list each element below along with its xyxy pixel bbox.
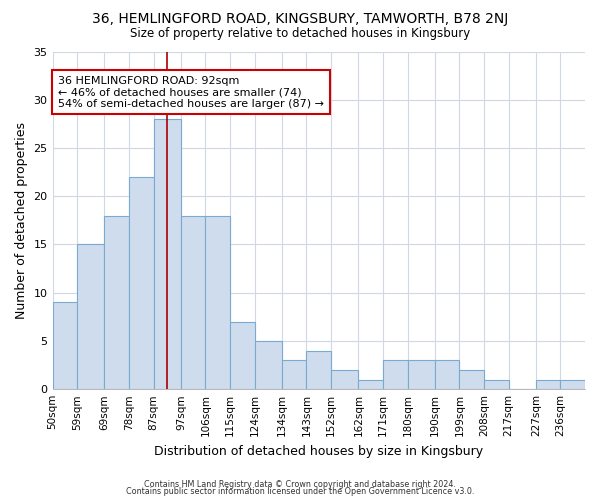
Bar	[129, 177, 154, 389]
Bar	[205, 216, 230, 389]
Bar	[77, 244, 104, 389]
Bar	[181, 216, 205, 389]
Bar	[230, 322, 254, 389]
Bar	[104, 216, 129, 389]
Text: 36 HEMLINGFORD ROAD: 92sqm
← 46% of detached houses are smaller (74)
54% of semi: 36 HEMLINGFORD ROAD: 92sqm ← 46% of deta…	[58, 76, 324, 109]
Bar	[53, 302, 77, 389]
X-axis label: Distribution of detached houses by size in Kingsbury: Distribution of detached houses by size …	[154, 444, 484, 458]
Text: Contains public sector information licensed under the Open Government Licence v3: Contains public sector information licen…	[126, 488, 474, 496]
Bar	[383, 360, 407, 389]
Bar	[307, 350, 331, 389]
Bar	[560, 380, 585, 389]
Bar	[254, 341, 282, 389]
Bar	[331, 370, 358, 389]
Bar	[282, 360, 307, 389]
Text: Size of property relative to detached houses in Kingsbury: Size of property relative to detached ho…	[130, 28, 470, 40]
Bar	[358, 380, 383, 389]
Bar	[435, 360, 460, 389]
Bar	[536, 380, 560, 389]
Y-axis label: Number of detached properties: Number of detached properties	[15, 122, 28, 319]
Bar	[154, 119, 181, 389]
Bar	[460, 370, 484, 389]
Bar	[484, 380, 509, 389]
Text: 36, HEMLINGFORD ROAD, KINGSBURY, TAMWORTH, B78 2NJ: 36, HEMLINGFORD ROAD, KINGSBURY, TAMWORT…	[92, 12, 508, 26]
Text: Contains HM Land Registry data © Crown copyright and database right 2024.: Contains HM Land Registry data © Crown c…	[144, 480, 456, 489]
Bar	[407, 360, 435, 389]
